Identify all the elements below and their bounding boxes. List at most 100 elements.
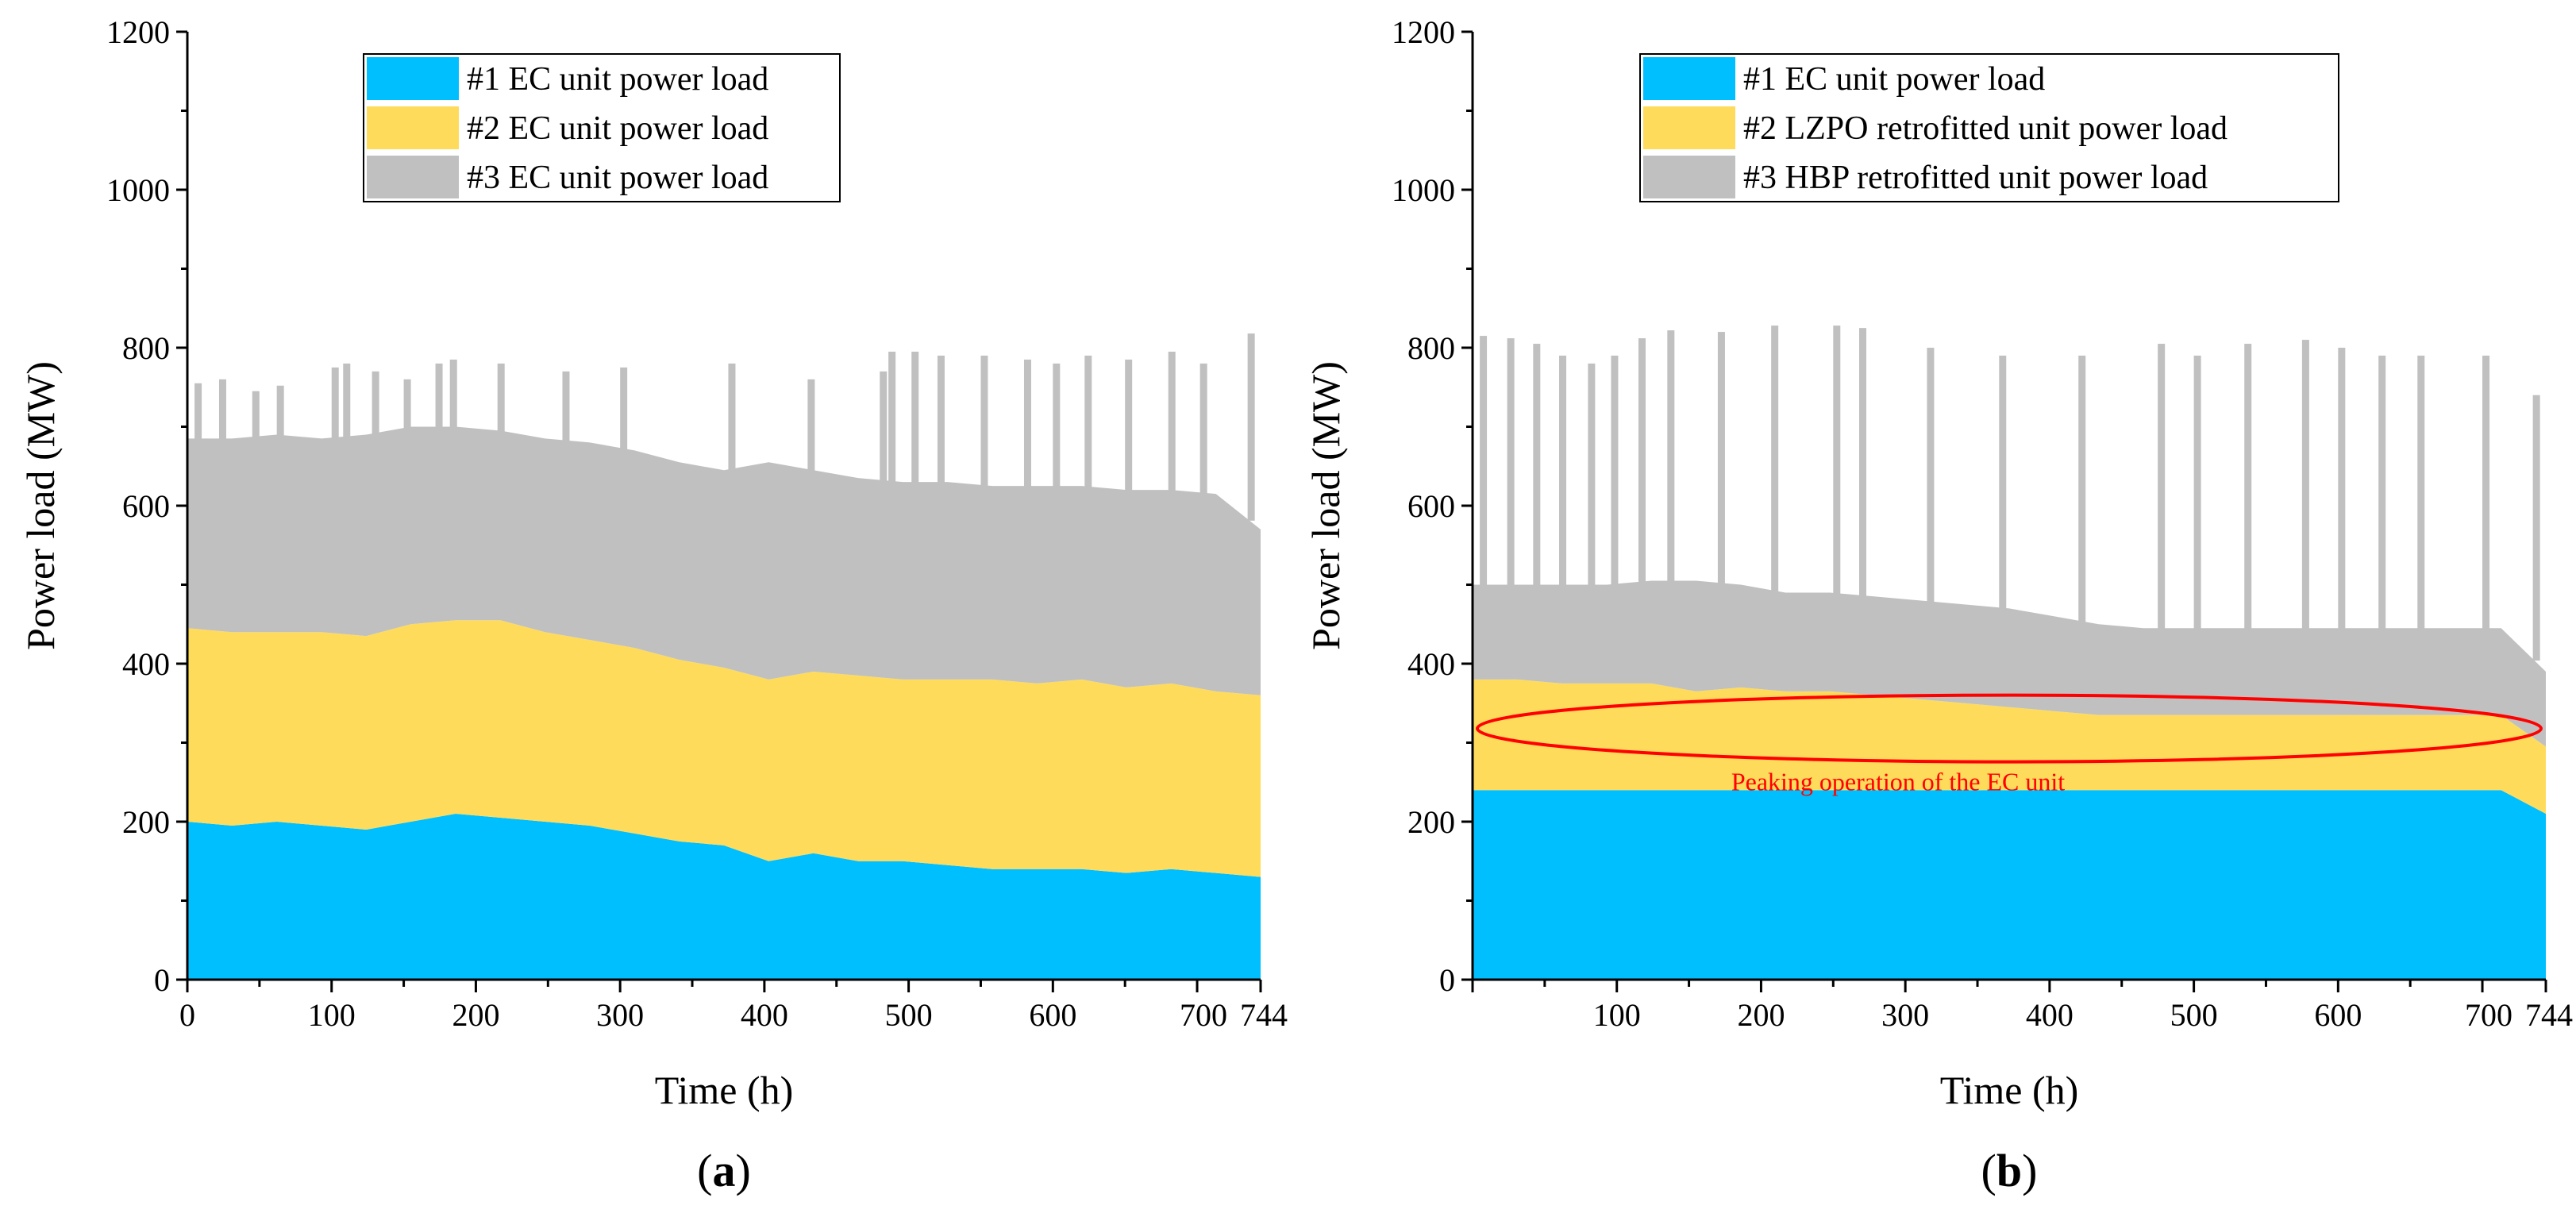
x-tick-label: 400: [2026, 997, 2074, 1033]
legend: #1 EC unit power load #2 LZPO retrofitted…: [1639, 53, 2339, 202]
spike-bar: [435, 363, 443, 429]
spike-bar: [1053, 363, 1061, 488]
x-tick-label: 400: [741, 997, 788, 1033]
spike-bar: [2158, 344, 2166, 630]
panel-label-part: (: [1981, 1145, 1996, 1196]
spike-bar: [1833, 325, 1841, 595]
legend: #1 EC unit power load #2 EC unit power lo…: [363, 53, 841, 202]
spike-bar: [1168, 351, 1176, 492]
panel-label-part: b: [1996, 1145, 2022, 1196]
spike-bar: [1611, 355, 1619, 587]
x-tick-label: 600: [2314, 997, 2362, 1033]
spike-bar: [728, 363, 736, 472]
panel-label-part: (: [697, 1145, 712, 1196]
panel-label-part: ): [736, 1145, 751, 1196]
x-axis-title: Time (h): [655, 1068, 794, 1112]
legend-box: [1639, 53, 2339, 202]
x-tick-label: 700: [2465, 997, 2512, 1033]
x-tick-label: 500: [885, 997, 933, 1033]
spike-bar: [620, 367, 628, 450]
area-series-3: [187, 426, 1261, 695]
spike-bar: [1999, 355, 2007, 610]
spike-bar: [276, 385, 284, 437]
spike-bar: [888, 351, 896, 483]
y-tick-label: 1000: [106, 172, 170, 208]
y-tick-label: 1200: [106, 14, 170, 50]
spike-bar: [2244, 344, 2252, 630]
x-tick-label: 600: [1029, 997, 1076, 1033]
legend-swatch: [367, 57, 459, 100]
spike-bar: [1717, 332, 1725, 584]
legend-label: #2 EC unit power load: [467, 110, 768, 147]
spike-bar: [1507, 338, 1515, 587]
spike-bar: [2482, 355, 2490, 630]
area-series-1: [1473, 790, 2546, 980]
spike-bar: [980, 355, 988, 487]
legend-label: #3 EC unit power load: [467, 160, 768, 196]
x-tick-label: 200: [452, 997, 499, 1033]
spike-bar: [1084, 355, 1092, 488]
y-axis-title: Power load (MW): [1303, 361, 1348, 650]
legend-swatch: [367, 106, 459, 149]
spike-bar: [1859, 328, 1867, 597]
x-axis-title: Time (h): [1940, 1068, 2079, 1112]
x-tick-label: 500: [2170, 997, 2218, 1033]
legend-label: #1 EC unit power load: [467, 61, 768, 98]
spike-bar: [1638, 338, 1646, 584]
spike-bar: [218, 379, 226, 441]
x-tick-label: 100: [308, 997, 356, 1033]
spike-bar: [1480, 336, 1488, 587]
y-tick-label: 200: [1407, 804, 1455, 840]
y-tick-label: 800: [122, 330, 170, 366]
x-tick-label: 744: [2525, 997, 2573, 1033]
spike-bar: [2193, 355, 2201, 630]
x-tick-label: 300: [1881, 997, 1929, 1033]
legend-swatch: [1643, 106, 1735, 149]
area-series-2: [1473, 679, 2546, 815]
spike-bar: [449, 359, 457, 429]
spike-bar: [403, 379, 411, 430]
spike-bar: [1667, 330, 1675, 583]
spike-bar: [1559, 355, 1567, 587]
spike-bar: [2532, 395, 2540, 661]
spike-bar: [2417, 355, 2425, 630]
y-tick-label: 1000: [1392, 172, 1455, 208]
spike-bar: [1771, 325, 1779, 592]
spike-bar: [1125, 359, 1133, 491]
panel-label: (b): [1981, 1145, 2038, 1196]
spike-bar: [1927, 348, 1935, 603]
spike-bar: [1588, 363, 1596, 587]
legend-label: #3 HBP retrofitted unit power load: [1743, 160, 2208, 196]
y-tick-label: 200: [122, 804, 170, 840]
legend-label: #1 EC unit power load: [1743, 61, 2045, 98]
x-tick-label: 200: [1737, 997, 1785, 1033]
x-tick-label: 0: [179, 997, 195, 1033]
spike-bar: [497, 363, 505, 433]
panel-label: (a): [697, 1145, 751, 1196]
legend-label: #2 LZPO retrofitted unit power load: [1743, 110, 2228, 147]
area-series-2: [187, 620, 1261, 877]
y-tick-label: 1200: [1392, 14, 1455, 50]
annotation-ellipse: [1476, 693, 2543, 764]
spike-bar: [343, 363, 351, 439]
spike-bar: [2338, 348, 2346, 630]
spike-bar: [562, 371, 570, 442]
spike-bar: [807, 379, 815, 471]
spike-bar: [372, 371, 379, 436]
y-tick-label: 800: [1407, 330, 1455, 366]
chart-panel-a: 0 200 400 600 800 1000 1200 0 100 200 300 400 500 600…: [18, 14, 1288, 1196]
x-tick-label: 744: [1240, 997, 1288, 1033]
area-series-1: [187, 814, 1261, 980]
spike-bar: [2378, 355, 2386, 630]
y-tick-label: 600: [122, 488, 170, 524]
y-tick-label: 400: [122, 646, 170, 682]
y-axis-title: Power load (MW): [18, 361, 63, 650]
spike-bar: [194, 383, 202, 441]
chart-panel-b: 0 200 400 600 800 1000 1200 100 200 300 400 500 600 7…: [1303, 14, 2573, 1196]
area-series-3: [1473, 580, 2546, 747]
spike-bar: [1199, 363, 1207, 495]
y-tick-label: 400: [1407, 646, 1455, 682]
legend-swatch: [1643, 57, 1735, 100]
spike-bar: [331, 367, 339, 440]
